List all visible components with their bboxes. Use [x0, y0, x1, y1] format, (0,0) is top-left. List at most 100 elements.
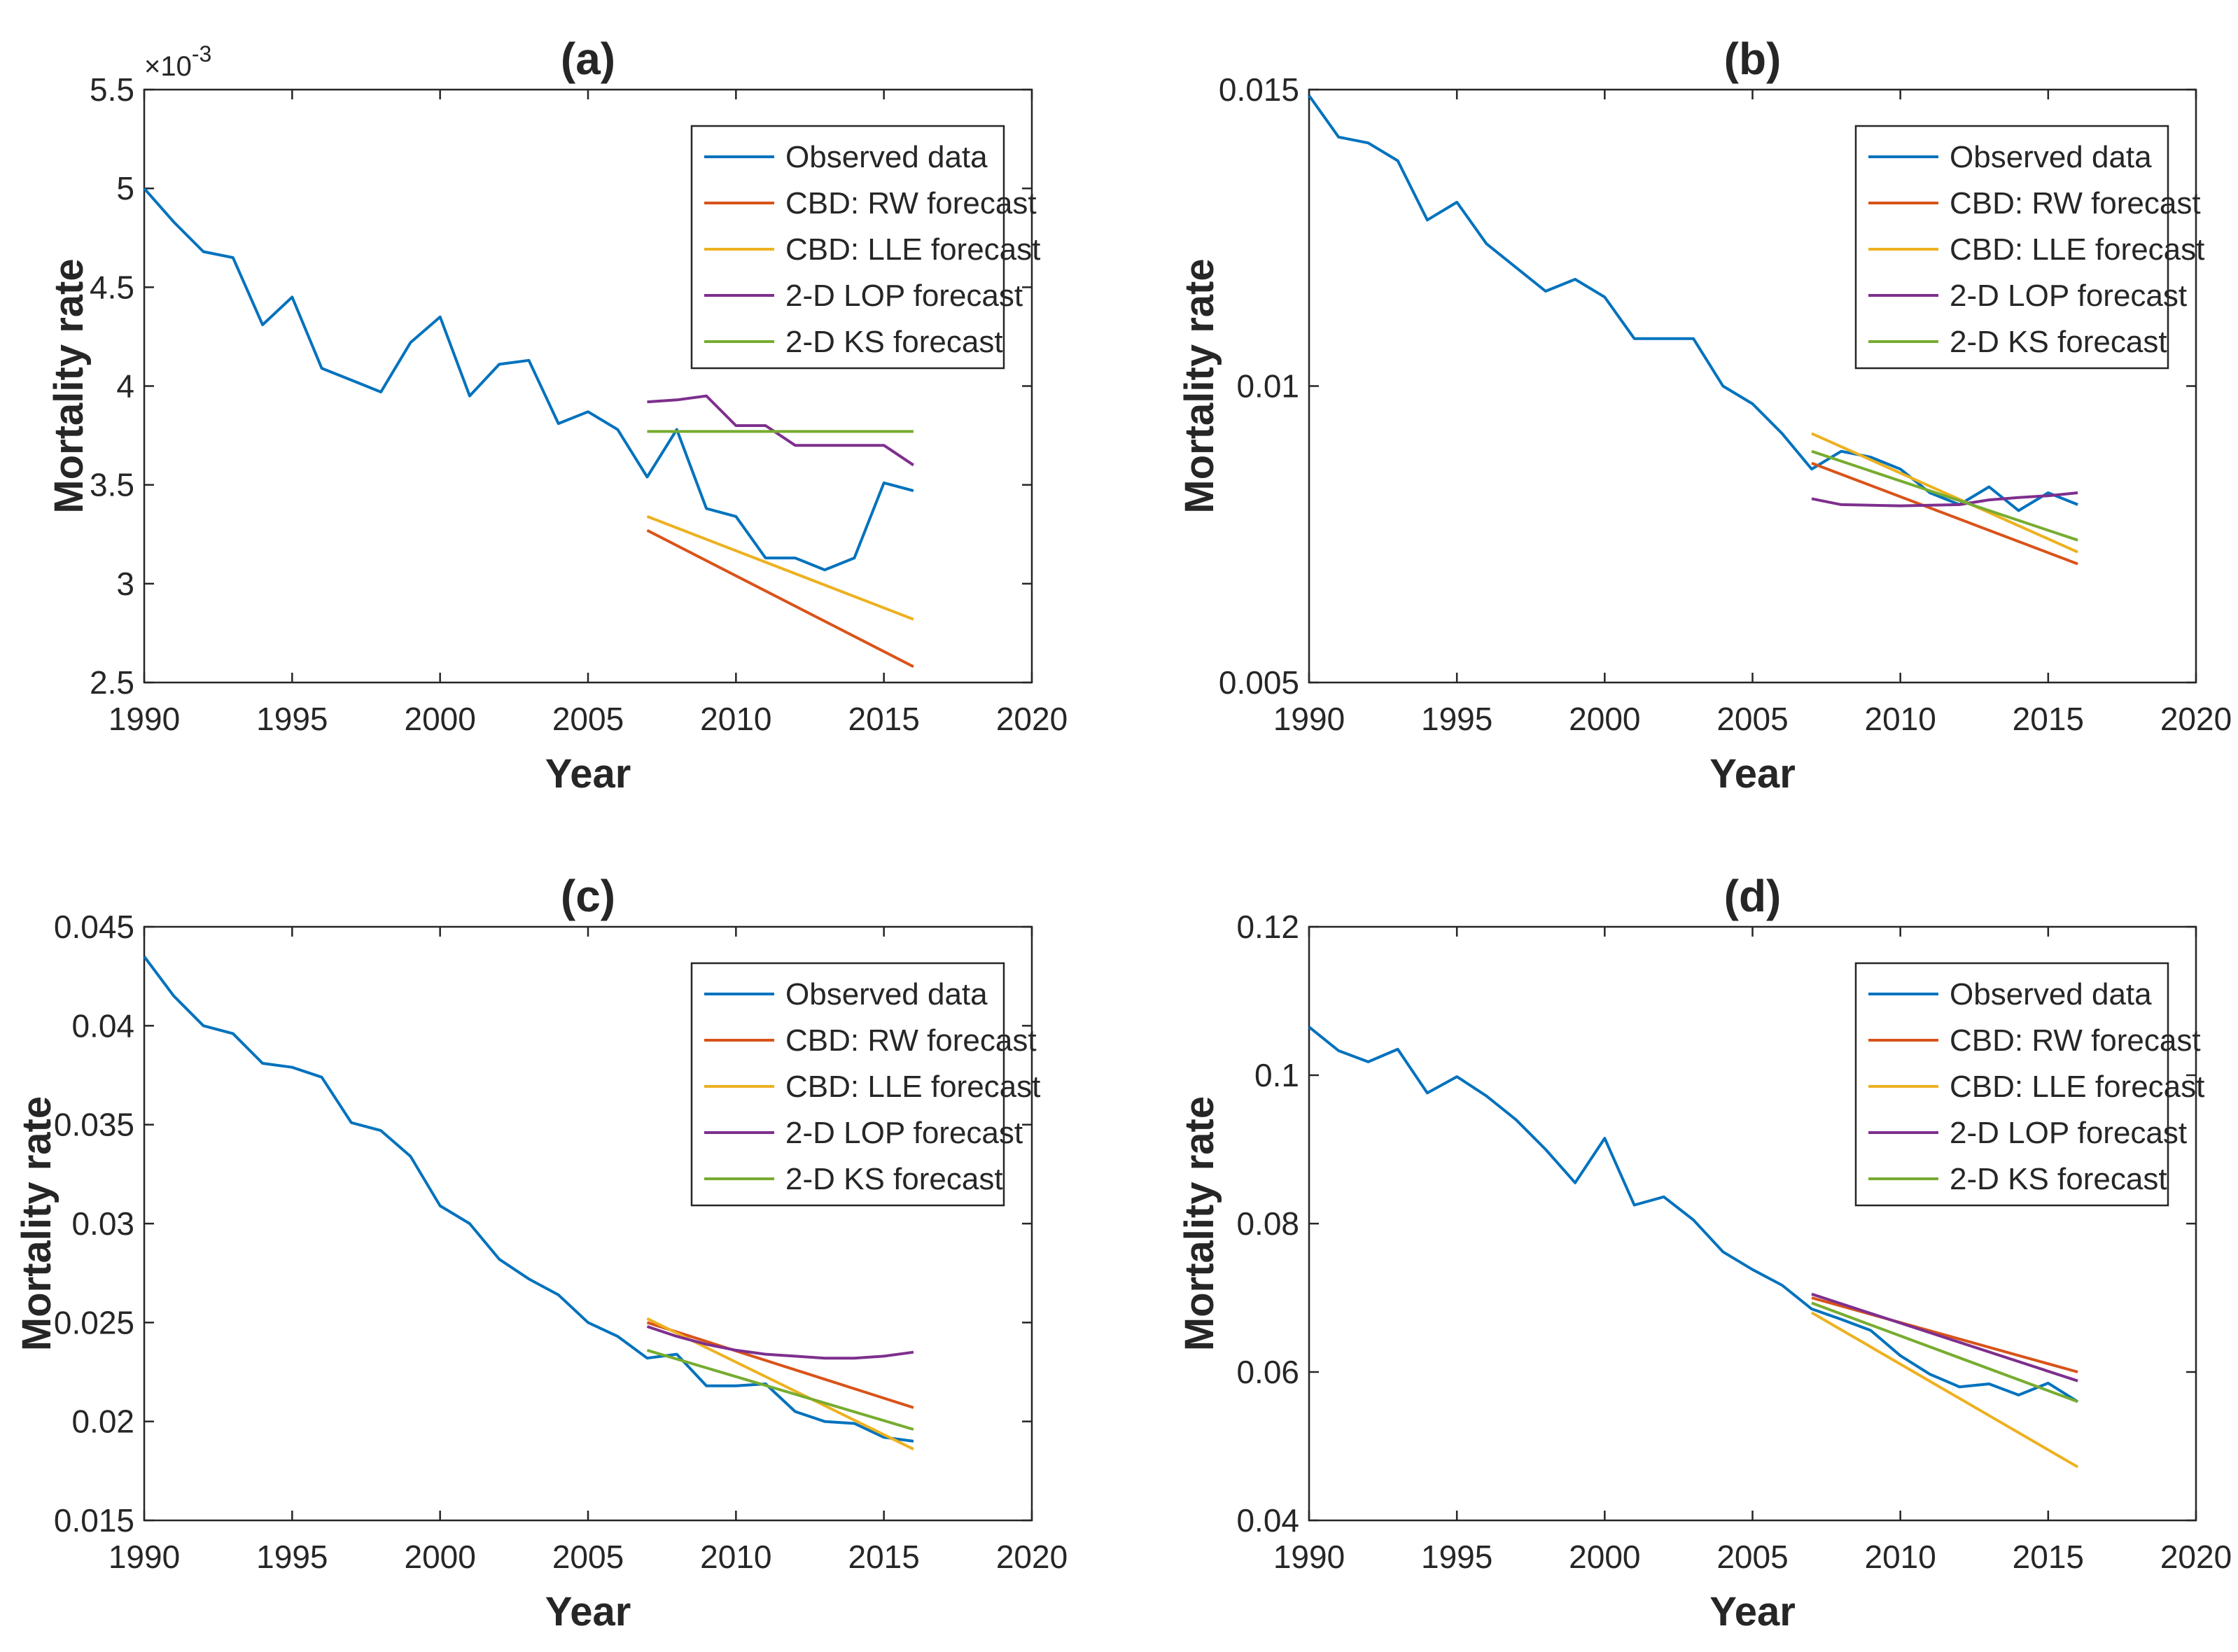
x-tick-label: 2010 [700, 1539, 771, 1575]
panel-title: (b) [1724, 34, 1782, 84]
panel-d: 1990 1995 2000 2005 2010 2015 2020 0.04 0.06 0.08… [1177, 871, 2232, 1634]
series-line-2-d-lop-forecast [647, 394, 915, 467]
legend-label: CBD: LLE forecast [785, 232, 1040, 267]
x-tick-label: 2020 [996, 701, 1068, 737]
series-line-2-d-lop-forecast [1811, 491, 2078, 507]
legend-box [690, 962, 1005, 1207]
x-tick-label: 2015 [2013, 701, 2084, 737]
y-tick-label: 0.02 [71, 1404, 134, 1440]
x-axis-title: Year [1709, 751, 1796, 797]
series-line-cbd-lle-forecast [646, 514, 914, 621]
x-tick-label: 2005 [552, 701, 624, 737]
y-axis-title: Mortality rate [1177, 1096, 1222, 1351]
y-tick-label: 0.1 [1254, 1057, 1299, 1093]
series-line-cbd-lle-forecast [1811, 432, 2078, 554]
legend: Observed data CBD: RW forecast CBD: LLE fo… [690, 962, 1040, 1207]
legend-box [1854, 125, 2169, 370]
legend-label: 2-D LOP forecast [1950, 1116, 2187, 1150]
series-line-cbd-rw-forecast [646, 1321, 914, 1409]
legend-label: Observed data [1950, 977, 2152, 1011]
y-tick-label: 0.04 [1236, 1502, 1299, 1539]
series-line-cbd-lle-forecast [1810, 1311, 2079, 1469]
x-tick-label: 2010 [1864, 701, 1936, 737]
x-tick-label: 2005 [552, 1539, 624, 1575]
series-line-observed-data [143, 955, 914, 1443]
series-line-2-d-ks-forecast [646, 1348, 914, 1431]
legend-label: CBD: RW forecast [785, 186, 1037, 220]
legend-label: 2-D KS forecast [1950, 1162, 2167, 1196]
x-tick-label: 1990 [109, 1539, 180, 1575]
panel-title: (a) [561, 34, 615, 84]
series-line-2-d-ks-forecast [1811, 1301, 2078, 1404]
x-tick-label: 1995 [1421, 1539, 1492, 1575]
y-axis-title: Mortality rate [14, 1096, 60, 1351]
panel-c: 1990 1995 2000 2005 2010 2015 2020 0.015 0.02 0.0… [14, 871, 1068, 1634]
y-tick-label: 0.08 [1236, 1205, 1299, 1242]
y-tick-label: 2.5 [90, 664, 134, 701]
y-tick-label: 0.045 [54, 909, 134, 945]
x-tick-label: 2015 [2013, 1539, 2084, 1575]
x-tick-label: 1995 [256, 701, 328, 737]
y-exponent-label: ×10-3 [144, 41, 211, 82]
legend-box [1854, 962, 2169, 1207]
series-line-cbd-rw-forecast [646, 528, 914, 668]
x-tick-label: 2000 [1569, 1539, 1640, 1575]
y-tick-label: 0.03 [71, 1205, 134, 1242]
x-tick-label: 2015 [848, 1539, 919, 1575]
legend-label: Observed data [1950, 140, 2152, 174]
x-tick-label: 1990 [1273, 1539, 1345, 1575]
x-tick-label: 2010 [700, 701, 771, 737]
x-tick-label: 1995 [1421, 701, 1492, 737]
x-tick-label: 1990 [1273, 701, 1345, 737]
y-exponent-base: ×10 [144, 51, 192, 82]
series-line-cbd-rw-forecast [1811, 461, 2078, 566]
panel-title: (d) [1724, 871, 1782, 921]
y-tick-label: 0.005 [1219, 664, 1299, 701]
x-axis-title: Year [1709, 1589, 1796, 1634]
legend-label: 2-D LOP forecast [785, 279, 1023, 313]
legend-label: Observed data [785, 977, 988, 1011]
legend-label: CBD: LLE forecast [1950, 1070, 2204, 1104]
y-tick-label: 5 [116, 170, 134, 206]
y-axis-title: Mortality rate [46, 258, 92, 513]
legend-label: CBD: LLE forecast [785, 1070, 1040, 1104]
series-line-observed-data [1308, 94, 2078, 512]
x-tick-label: 2005 [1716, 701, 1788, 737]
y-tick-label: 0.06 [1236, 1354, 1299, 1390]
series-line-2-d-lop-forecast [646, 1325, 914, 1360]
x-axis-title: Year [545, 751, 631, 797]
x-tick-label: 2000 [404, 1539, 475, 1575]
legend-label: CBD: RW forecast [1950, 1023, 2201, 1058]
panel-a: 1990 1995 2000 2005 2010 2015 2020 2.5 3 3.5 4 4.5 5… [46, 34, 1068, 797]
x-tick-label: 2000 [1569, 701, 1640, 737]
x-tick-label: 2005 [1716, 1539, 1788, 1575]
y-tick-label: 0.01 [1236, 368, 1299, 405]
series-line-2-d-ks-forecast [1811, 449, 2078, 542]
x-tick-label: 2020 [2160, 701, 2232, 737]
legend-label: 2-D KS forecast [785, 325, 1003, 359]
y-axis-title: Mortality rate [1177, 258, 1222, 513]
legend-box [690, 125, 1005, 370]
y-exponent-power: -3 [192, 41, 211, 66]
x-tick-label: 1995 [256, 1539, 328, 1575]
y-tick-label: 0.04 [71, 1007, 134, 1044]
legend-label: 2-D KS forecast [1950, 325, 2167, 359]
y-tick-label: 4 [116, 368, 134, 405]
x-tick-label: 2015 [848, 701, 919, 737]
y-tick-label: 0.035 [54, 1107, 134, 1143]
y-tick-label: 5.5 [90, 71, 134, 108]
series-line-cbd-rw-forecast [1811, 1296, 2078, 1373]
y-tick-label: 0.12 [1236, 909, 1299, 945]
legend: Observed data CBD: RW forecast CBD: LLE fo… [690, 125, 1040, 370]
legend-label: 2-D LOP forecast [785, 1116, 1023, 1150]
y-tick-label: 0.015 [1219, 71, 1299, 108]
legend-label: CBD: LLE forecast [1950, 232, 2204, 267]
x-tick-label: 2010 [1864, 1539, 1936, 1575]
legend-label: 2-D LOP forecast [1950, 279, 2187, 313]
legend: Observed data CBD: RW forecast CBD: LLE fo… [1854, 962, 2204, 1207]
panel-b: 1990 1995 2000 2005 2010 2015 2020 0.005 0.01 0.0… [1177, 34, 2232, 797]
series-line-2-d-lop-forecast [1811, 1292, 2078, 1382]
series-line-observed-data [1308, 1026, 2079, 1404]
y-tick-label: 3 [116, 566, 134, 602]
